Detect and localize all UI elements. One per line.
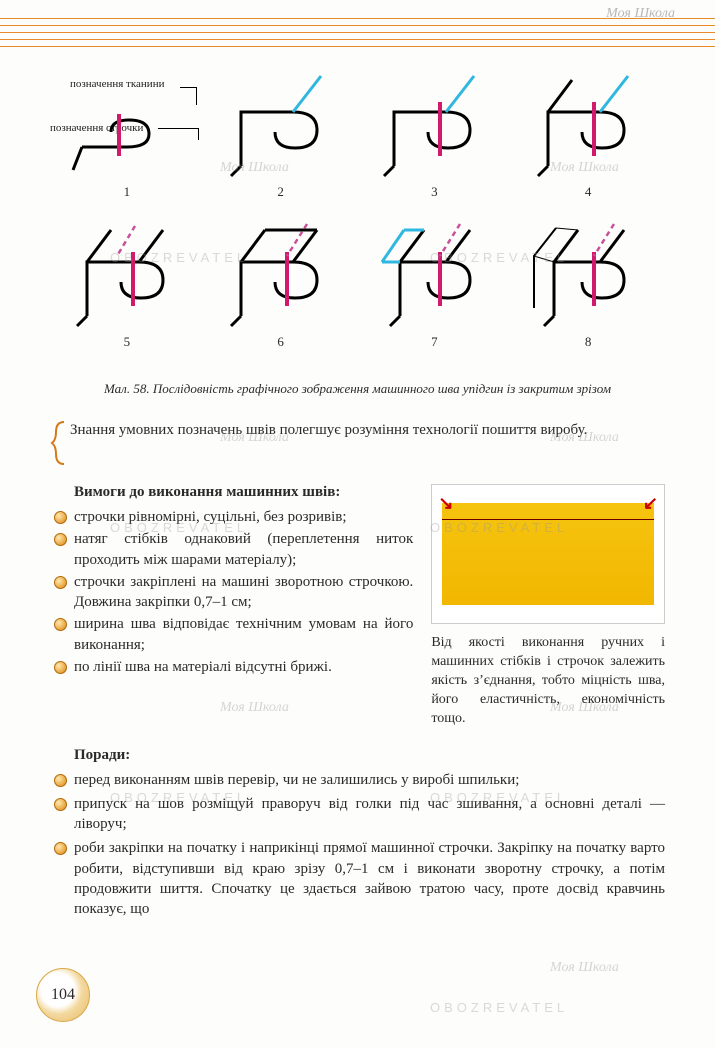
tips-list: перед виконанням швів перевір, чи не зал… [50,770,665,920]
seam-line [442,519,654,520]
requirements-title: Вимоги до виконання машинних швів: [50,484,413,501]
caption-text: Послідовність графічного зображення маши… [153,381,611,396]
figure-6: 6 [204,220,358,350]
figure-8: 8 [511,220,665,350]
figure-1: 1 [50,70,204,200]
intro-block: Знання умовних позначень швів полегшує р… [50,420,665,466]
fig-num-4: 4 [585,184,592,200]
photo-column: ↘ ↙ Від якості виконання ручних і машинн… [431,484,665,728]
list-item: строчки рівномірні, суцільні, без розрив… [50,507,413,527]
header-watermark: Моя Школа [606,6,675,22]
figure-4: 4 [511,70,665,200]
tips-block: Поради: перед виконанням швів перевір, ч… [50,747,665,920]
requirements-list: строчки рівномірні, суцільні, без розрив… [50,507,413,677]
figure-caption: Мал. 58. Послідовність графічного зображ… [50,380,665,398]
header-rule-lines [0,18,715,58]
caption-runin: Мал. 58. [104,381,150,396]
tips-title: Поради: [50,747,665,764]
fig-num-2: 2 [277,184,284,200]
diagram-row-2: 5 6 [50,220,665,350]
list-item: натяг стібків однаковий (переплетення ни… [50,529,413,570]
fig-num-7: 7 [431,334,438,350]
photo-caption: Від якості виконання ручних і машинних с… [431,634,665,728]
brace-icon [50,420,70,466]
fabric-swatch [442,503,654,605]
list-item: по лінії шва на матеріалі відсутні брижі… [50,657,413,677]
requirements-column: Вимоги до виконання машинних швів: строч… [50,484,413,728]
fig-num-6: 6 [277,334,284,350]
fig-num-3: 3 [431,184,438,200]
figure-7: 7 [358,220,512,350]
watermark-obo: OBOZREVATEL [430,1000,568,1015]
figure-3: 3 [358,70,512,200]
list-item: строчки закріплені на машині зворотною с… [50,572,413,613]
diagram-row-1: 1 2 3 [50,70,665,200]
list-item: ширина шва відповідає технічним умовам н… [50,614,413,655]
fig-num-8: 8 [585,334,592,350]
figure-5: 5 [50,220,204,350]
page-number-badge: 104 [36,968,90,1022]
fig-num-1: 1 [124,184,131,200]
intro-text: Знання умовних позначень швів полегшує р… [70,420,587,466]
seam-diagram: позначення тканини позначення строчки 1 [50,70,665,370]
fig-num-5: 5 [124,334,131,350]
list-item: припуск на шов розміщуй праворуч від гол… [50,794,665,835]
seam-photo: ↘ ↙ [431,484,665,624]
page-number: 104 [51,986,75,1004]
arrow-left-icon: ↘ [438,493,453,514]
list-item: перед виконанням швів перевір, чи не зал… [50,770,665,790]
list-item: роби закріпки на початку і наприкінці пр… [50,838,665,919]
arrow-right-icon: ↙ [643,493,658,514]
figure-2: 2 [204,70,358,200]
